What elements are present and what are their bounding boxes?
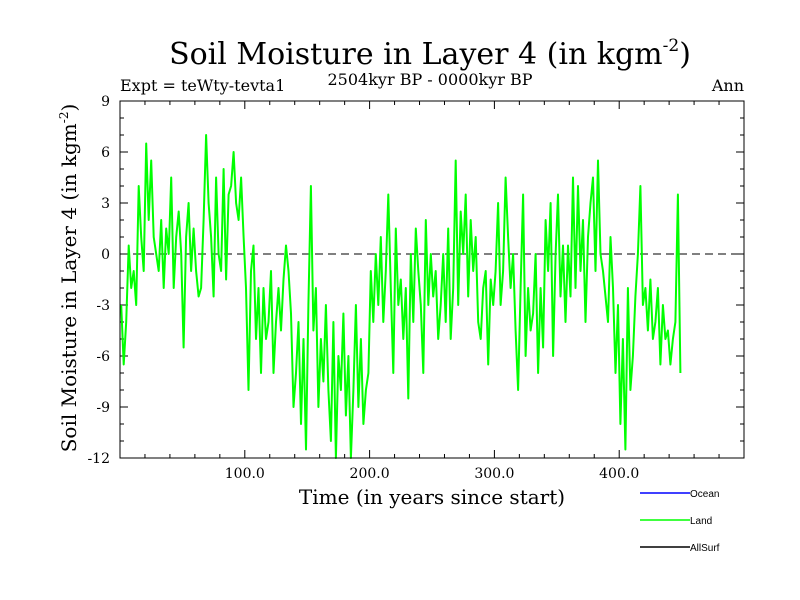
y-tick-label: 3 (101, 196, 110, 212)
y-tick-labels: -12 -9 -6 -3 0 3 6 9 (87, 94, 110, 467)
x-axis-label: Time (in years since start) (299, 485, 565, 509)
series-line-land (120, 134, 682, 459)
y-tick-label: -12 (87, 451, 110, 467)
x-tick-label: 300.0 (474, 466, 514, 482)
x-tick-label: 400.0 (599, 466, 639, 482)
y-tick-label: -3 (96, 298, 110, 314)
y-tick-label: 0 (101, 247, 110, 263)
legend-label-ocean: Ocean (690, 489, 719, 500)
chart-subtitle: 2504kyr BP - 0000kyr BP (328, 70, 533, 89)
legend-label-land: Land (690, 516, 712, 527)
legend: Ocean Land AllSurf (640, 489, 720, 554)
plot-frame (119, 100, 745, 459)
y-tick-label: 6 (101, 145, 110, 161)
season-label: Ann (711, 76, 744, 95)
x-tick-label: 200.0 (350, 466, 390, 482)
expt-label: Expt = teWty-tevta1 (120, 76, 285, 95)
y-axis-label: Soil Moisture in Layer 4 (in kgm-2) (57, 104, 81, 453)
x-tick-label: 100.0 (225, 466, 265, 482)
x-tick-labels: 100.0 200.0 300.0 400.0 (225, 466, 639, 482)
y-tick-label: -6 (96, 349, 110, 365)
chart-title: Soil Moisture in Layer 4 (in kgm-2) (169, 36, 691, 72)
axis-ticks (120, 100, 744, 459)
y-tick-label: -9 (96, 400, 110, 416)
y-tick-label: 9 (101, 94, 110, 110)
legend-label-allsurf: AllSurf (690, 543, 720, 554)
